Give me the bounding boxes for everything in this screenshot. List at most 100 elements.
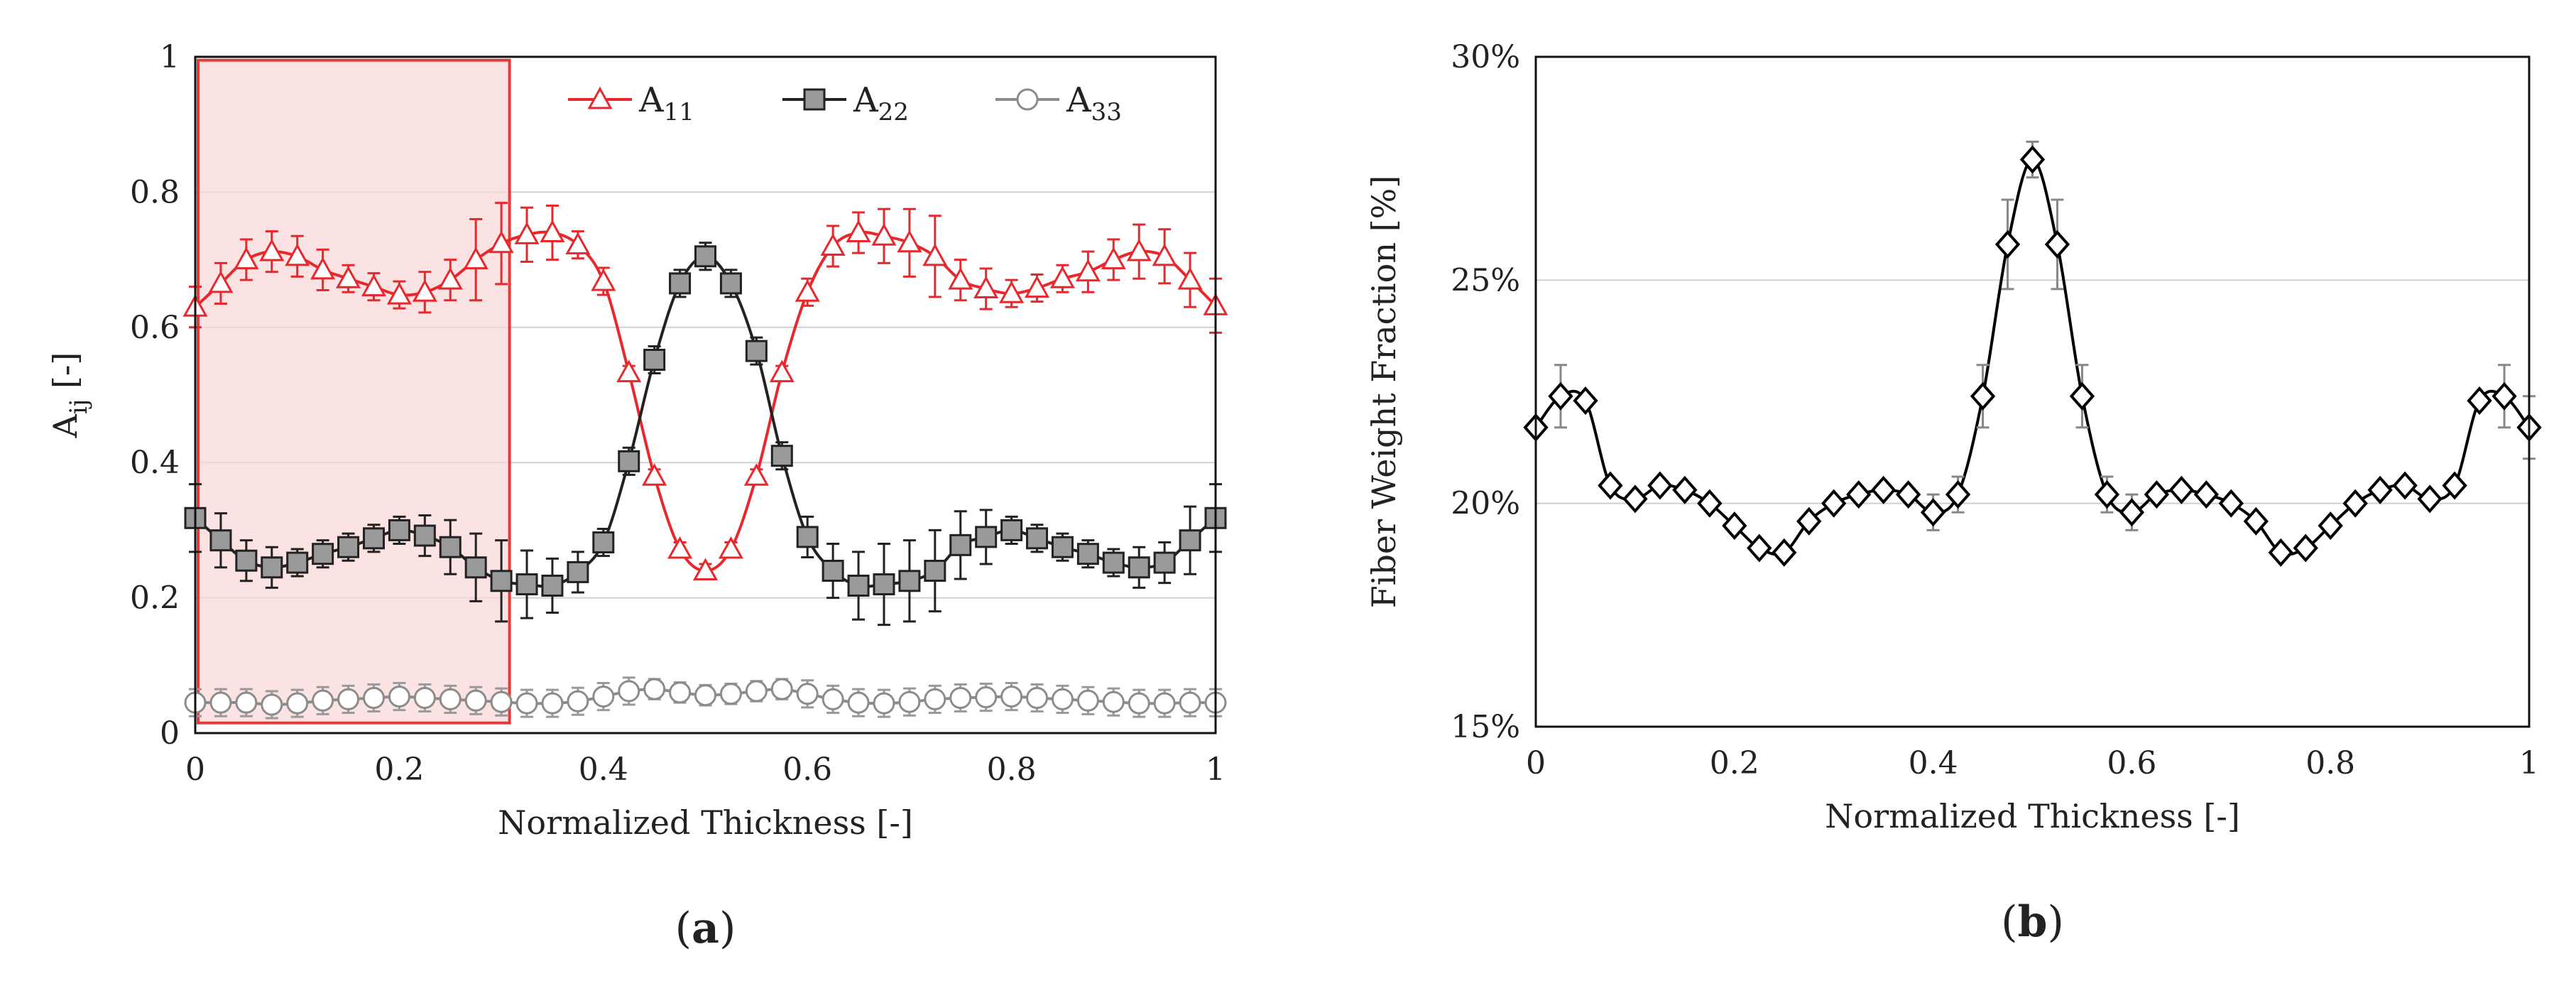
panel-label-open: ( (675, 904, 692, 953)
data-point (1920, 498, 1946, 527)
data-point (388, 519, 410, 541)
data-point (362, 686, 385, 709)
legend-marker (587, 86, 613, 109)
data-point (1697, 489, 1723, 518)
x-tick-label: 0 (1526, 745, 1546, 781)
data-point (1796, 506, 1822, 536)
data-point (669, 272, 692, 295)
legend-item-a11: A11 (568, 80, 694, 126)
data-point (1747, 533, 1772, 563)
data-point (1024, 275, 1050, 298)
data-point (1000, 685, 1023, 708)
y-axis-label-main: A (46, 413, 84, 438)
panel-label-close: ) (2047, 897, 2063, 947)
data-point (1895, 480, 1921, 509)
data-point (259, 239, 285, 261)
y-tick-label: 20% (1451, 486, 1520, 522)
data-point (2019, 145, 2046, 174)
data-point (1049, 266, 1075, 288)
data-point (286, 551, 309, 574)
data-point (2442, 471, 2467, 500)
x-tick-label: 1 (2519, 745, 2539, 781)
data-point (261, 556, 283, 579)
data-point (1075, 259, 1101, 282)
x-tick-label: 0.6 (782, 752, 832, 788)
data-point (464, 689, 487, 712)
legend-label-main: A (1066, 80, 1092, 120)
data-point (1152, 243, 1177, 266)
legend-item-a33: A33 (995, 80, 1122, 126)
data-point (1179, 691, 1201, 714)
y-tick-label: 0.2 (130, 580, 180, 617)
data-point (2243, 506, 2269, 536)
data-point (694, 245, 716, 268)
data-point (719, 272, 742, 295)
y-axis-label: Aij [-] (46, 352, 93, 439)
data-point (745, 680, 768, 703)
data-point (1722, 511, 1747, 541)
y-tick-label: 0 (160, 715, 180, 752)
data-point (209, 691, 232, 714)
data-point (2144, 480, 2170, 509)
data-point (209, 529, 232, 552)
data-point (1177, 267, 1203, 290)
data-point (770, 445, 793, 467)
data-point (694, 684, 716, 707)
data-point (1102, 551, 1125, 574)
data-point (464, 556, 487, 579)
data-point (1598, 471, 1623, 500)
legend-marker (1016, 88, 1039, 111)
data-point (1970, 381, 1996, 411)
data-point (922, 243, 948, 266)
data-point (1945, 480, 1971, 509)
data-point (1128, 692, 1150, 715)
data-point (490, 690, 513, 713)
data-point (948, 267, 973, 290)
legend-label-main: A (638, 80, 665, 120)
data-point (2318, 511, 2343, 541)
data-point (591, 268, 616, 291)
data-point (337, 688, 360, 710)
data-point (642, 463, 667, 486)
plot-area-border (194, 55, 1217, 735)
data-point (999, 281, 1025, 303)
data-point (796, 683, 819, 705)
data-point (743, 463, 769, 486)
data-point (618, 450, 640, 472)
data-point (515, 692, 538, 715)
data-point (643, 678, 666, 700)
data-point (975, 686, 998, 709)
data-point (924, 688, 946, 710)
legend-label-sub: 22 (878, 98, 909, 126)
data-point (2342, 489, 2368, 518)
legend-item-a22: A22 (782, 80, 909, 126)
data-point (413, 686, 436, 709)
data-point (1821, 489, 1847, 518)
series-a22 (184, 242, 1227, 627)
data-point (2119, 498, 2145, 527)
data-point (820, 233, 846, 256)
x-tick-label: 0.2 (374, 752, 424, 788)
data-point (873, 573, 895, 596)
legend-label: A33 (1066, 80, 1122, 126)
data-point (898, 570, 921, 592)
legend-label-sub: 11 (664, 98, 694, 126)
chart-panel-a: 0 0.2 0.4 0.6 0.8 1 0 0.2 0.4 0.6 0.8 1 Normalized T… (46, 39, 1228, 953)
data-point (618, 680, 640, 703)
data-point (1573, 386, 1598, 416)
data-point (796, 526, 819, 548)
y-tick-label: 30% (1451, 39, 1520, 75)
data-point (2044, 230, 2070, 259)
data-point (541, 692, 564, 715)
data-point (1994, 230, 2021, 259)
data-point (1126, 239, 1152, 261)
data-point (1051, 536, 1074, 558)
data-point (822, 688, 844, 710)
data-point (235, 691, 258, 714)
data-point (2467, 386, 2492, 416)
legend-label-sub: 33 (1091, 98, 1122, 126)
data-point (2392, 471, 2418, 500)
data-point (412, 279, 437, 302)
data-point (770, 678, 793, 700)
data-point (949, 533, 972, 556)
